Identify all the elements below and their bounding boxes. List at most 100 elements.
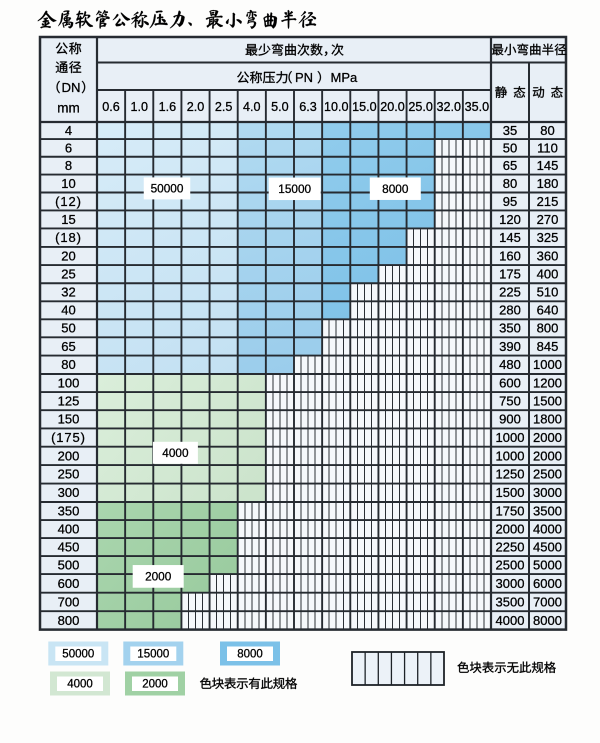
svg-text:400: 400 xyxy=(58,521,80,536)
svg-text:110: 110 xyxy=(537,140,558,155)
svg-text:750: 750 xyxy=(499,393,521,408)
svg-text:1200: 1200 xyxy=(533,375,562,390)
svg-text:25: 25 xyxy=(61,267,75,282)
svg-text:4: 4 xyxy=(65,123,72,138)
svg-text:15000: 15000 xyxy=(137,649,169,661)
svg-text:2000: 2000 xyxy=(533,448,562,463)
svg-text:2000: 2000 xyxy=(533,430,562,445)
svg-text:8000: 8000 xyxy=(533,613,562,628)
svg-text:5000: 5000 xyxy=(533,558,562,573)
svg-text:3000: 3000 xyxy=(496,576,525,591)
svg-text:3500: 3500 xyxy=(533,503,562,518)
svg-text:2500: 2500 xyxy=(533,467,562,482)
svg-text:845: 845 xyxy=(537,339,559,354)
svg-text:350: 350 xyxy=(499,321,521,336)
svg-text:360: 360 xyxy=(537,248,559,263)
svg-text:1800: 1800 xyxy=(533,412,562,427)
svg-text:145: 145 xyxy=(499,230,521,245)
svg-text:8: 8 xyxy=(65,158,72,173)
svg-text:80: 80 xyxy=(61,357,75,372)
svg-text:215: 215 xyxy=(537,194,559,209)
svg-text:2000: 2000 xyxy=(496,521,525,536)
svg-text:2000: 2000 xyxy=(142,679,168,691)
svg-text:1000: 1000 xyxy=(496,448,525,463)
svg-text:1500: 1500 xyxy=(533,393,562,408)
svg-text:800: 800 xyxy=(58,613,80,628)
svg-text:(175): (175) xyxy=(51,430,86,445)
svg-text:150: 150 xyxy=(58,412,80,427)
svg-text:2.5: 2.5 xyxy=(215,100,233,114)
svg-text:6: 6 xyxy=(65,140,72,155)
svg-text:100: 100 xyxy=(58,375,80,390)
svg-text:500: 500 xyxy=(58,558,80,573)
svg-text:7000: 7000 xyxy=(533,594,562,609)
svg-text:(18): (18) xyxy=(55,230,82,245)
svg-text:10: 10 xyxy=(61,176,75,191)
svg-text:350: 350 xyxy=(58,503,80,518)
svg-text:325: 325 xyxy=(537,230,559,245)
svg-text:20.0: 20.0 xyxy=(380,100,405,114)
svg-text:4000: 4000 xyxy=(533,521,562,536)
svg-text:50: 50 xyxy=(61,321,75,336)
svg-text:32: 32 xyxy=(61,285,75,300)
svg-text:6.3: 6.3 xyxy=(299,100,317,114)
svg-text:600: 600 xyxy=(499,375,521,390)
svg-text:1.0: 1.0 xyxy=(130,100,148,114)
svg-text:15: 15 xyxy=(61,212,75,227)
svg-text:15.0: 15.0 xyxy=(352,100,377,114)
svg-text:900: 900 xyxy=(499,412,521,427)
svg-text:10.0: 10.0 xyxy=(324,100,349,114)
svg-text:125: 125 xyxy=(58,393,80,408)
svg-text:280: 280 xyxy=(499,303,521,318)
svg-text:200: 200 xyxy=(58,448,80,463)
svg-text:50000: 50000 xyxy=(151,182,184,196)
svg-text:4000: 4000 xyxy=(496,613,525,628)
svg-text:510: 510 xyxy=(537,285,559,300)
svg-text:2000: 2000 xyxy=(145,570,172,584)
svg-text:600: 600 xyxy=(58,576,80,591)
svg-text:32.0: 32.0 xyxy=(437,100,462,114)
svg-text:270: 270 xyxy=(537,212,559,227)
svg-text:450: 450 xyxy=(58,539,80,554)
svg-text:3500: 3500 xyxy=(496,594,525,609)
svg-text:1250: 1250 xyxy=(496,467,525,482)
svg-text:5.0: 5.0 xyxy=(271,100,289,114)
svg-text:65: 65 xyxy=(503,158,517,173)
svg-text:6000: 6000 xyxy=(533,576,562,591)
svg-text:(12): (12) xyxy=(55,194,82,209)
svg-text:225: 225 xyxy=(499,285,521,300)
svg-text:80: 80 xyxy=(503,176,517,191)
svg-text:1000: 1000 xyxy=(533,357,562,372)
svg-text:120: 120 xyxy=(499,212,521,227)
svg-text:95: 95 xyxy=(503,194,517,209)
svg-text:300: 300 xyxy=(58,485,80,500)
svg-text:1000: 1000 xyxy=(496,430,525,445)
svg-text:160: 160 xyxy=(499,248,521,263)
svg-text:145: 145 xyxy=(537,158,559,173)
svg-text:180: 180 xyxy=(537,176,559,191)
svg-text:700: 700 xyxy=(58,594,80,609)
svg-text:35.0: 35.0 xyxy=(465,100,490,114)
svg-text:2.0: 2.0 xyxy=(187,100,205,114)
svg-text:390: 390 xyxy=(499,339,521,354)
svg-text:0.6: 0.6 xyxy=(102,100,120,114)
svg-text:50: 50 xyxy=(503,140,517,155)
svg-text:2250: 2250 xyxy=(496,539,525,554)
svg-text:1.6: 1.6 xyxy=(159,100,177,114)
svg-text:3000: 3000 xyxy=(533,485,562,500)
svg-text:4500: 4500 xyxy=(533,539,562,554)
svg-text:640: 640 xyxy=(537,303,559,318)
svg-text:25.0: 25.0 xyxy=(408,100,433,114)
svg-text:8000: 8000 xyxy=(237,649,263,661)
svg-text:mm: mm xyxy=(57,101,80,116)
svg-text:1500: 1500 xyxy=(496,485,525,500)
svg-text:4000: 4000 xyxy=(67,679,93,691)
svg-text:MPa: MPa xyxy=(331,70,359,85)
svg-text:2500: 2500 xyxy=(496,558,525,573)
svg-text:400: 400 xyxy=(537,267,559,282)
svg-text:15000: 15000 xyxy=(278,182,311,196)
svg-text:DN: DN xyxy=(62,80,81,95)
svg-text:35: 35 xyxy=(503,123,517,138)
svg-text:40: 40 xyxy=(61,303,75,318)
svg-text:65: 65 xyxy=(61,339,75,354)
